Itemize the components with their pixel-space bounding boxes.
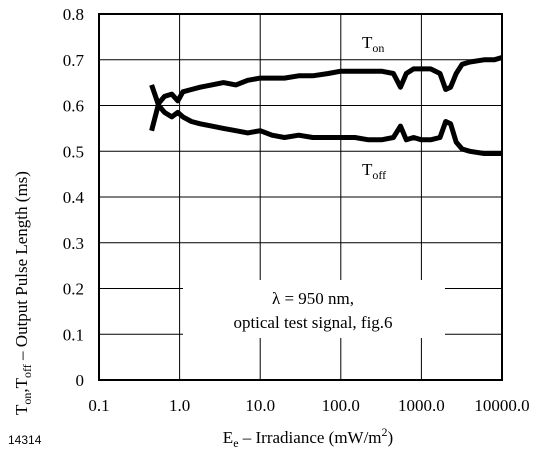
y-tick-label: 0 — [76, 371, 85, 390]
x-axis-label: Ee – Irradiance (mW/m2) — [223, 425, 393, 450]
y-axis-label: Ton,Toff – Output Pulse Length (ms) — [12, 171, 34, 415]
x-tick-label: 0.1 — [88, 396, 109, 415]
annotation-background — [183, 280, 445, 338]
y-tick-labels: 0 0.1 0.2 0.3 0.4 0.5 0.6 0.7 0.8 — [63, 5, 85, 390]
x-tick-label: 100.0 — [322, 396, 360, 415]
y-tick-label: 0.1 — [63, 325, 84, 344]
series-line-ton — [149, 55, 503, 132]
annotation-line-1: λ = 950 nm, — [272, 289, 354, 308]
x-tick-label: 10.0 — [245, 396, 275, 415]
y-tick-label: 0.3 — [63, 234, 84, 253]
series-label-ton: Ton — [362, 33, 384, 55]
data-curves — [149, 55, 503, 156]
y-tick-label: 0.7 — [63, 51, 85, 70]
series-line-toff — [149, 84, 502, 156]
annotation-line-2: optical test signal, fig.6 — [233, 313, 392, 332]
y-tick-label: 0.5 — [63, 142, 84, 161]
annotation-box: λ = 950 nm, optical test signal, fig.6 — [183, 280, 445, 338]
x-tick-label: 10000.0 — [474, 396, 529, 415]
x-tick-labels: 0.1 1.0 10.0 100.0 1000.0 10000.0 — [88, 396, 529, 415]
y-tick-label: 0.8 — [63, 5, 84, 24]
y-tick-label: 0.4 — [63, 188, 85, 207]
series-label-toff: Toff — [362, 160, 386, 182]
plot-frame — [98, 13, 503, 381]
y-tick-label: 0.2 — [63, 280, 84, 299]
y-tick-label: 0.6 — [63, 97, 84, 116]
figure-id: 14314 — [8, 433, 42, 447]
x-tick-label: 1000.0 — [398, 396, 445, 415]
x-tick-label: 1.0 — [169, 396, 190, 415]
